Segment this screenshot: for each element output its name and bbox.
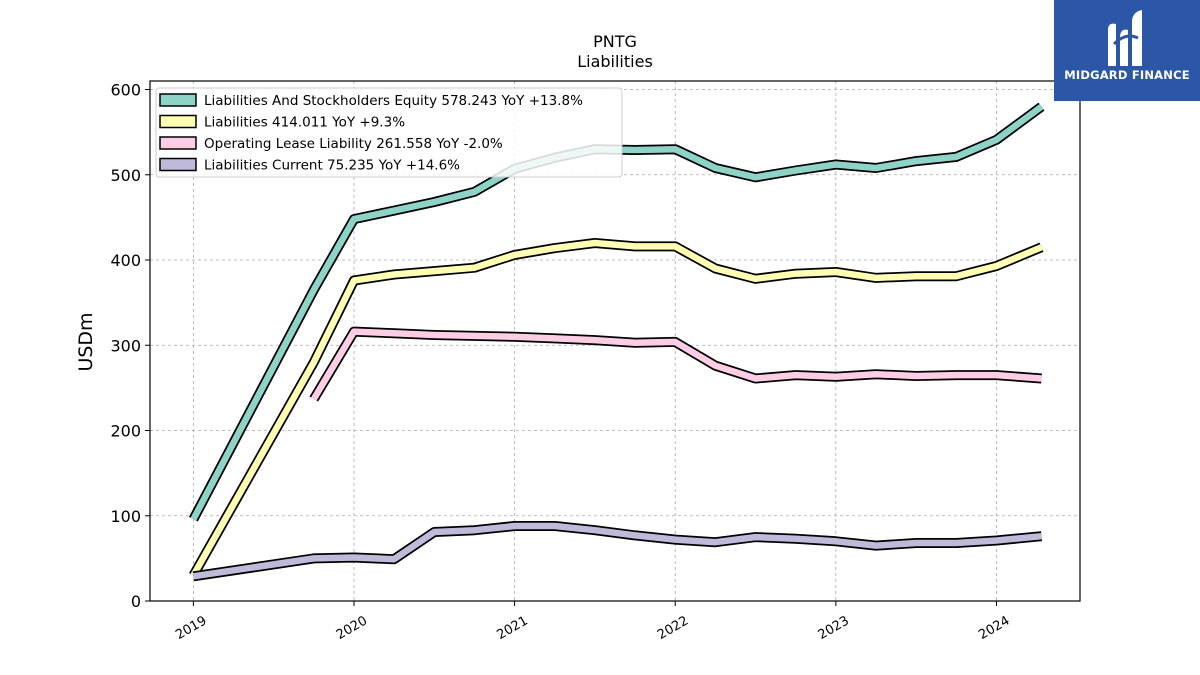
y-tick-label-100: 100 [110, 507, 141, 526]
series-line-4 [192, 522, 1042, 580]
legend-label-1: Liabilities And Stockholders Equity 578.… [204, 93, 583, 109]
x-tick-label-2024: 2024 [976, 613, 1012, 643]
y-tick-label-0: 0 [131, 592, 141, 611]
x-tick-label-2023: 2023 [816, 613, 852, 643]
legend-swatch-2 [159, 114, 197, 129]
series-outline-2 [189, 238, 1044, 578]
legend-swatch-4 [159, 157, 197, 172]
y-tick-label-600: 600 [110, 81, 141, 100]
x-tick-label-2022: 2022 [655, 613, 691, 643]
legend-box [155, 87, 623, 178]
midgard-m-logo-icon [1108, 10, 1142, 67]
legend: Liabilities And Stockholders Equity 578.… [155, 87, 623, 178]
series-layer [188, 102, 1045, 582]
series-line-1 [190, 103, 1044, 521]
chart-title: PNTG [593, 32, 637, 51]
series-line-2 [190, 239, 1043, 577]
y-tick-label-200: 200 [110, 422, 141, 441]
series-line-3 [311, 328, 1042, 401]
x-tick-label-2019: 2019 [173, 613, 209, 643]
legend-swatch-3 [159, 136, 197, 150]
logo-text: MIDGARD FINANCE [1064, 68, 1190, 82]
y-tick-label-400: 400 [110, 251, 141, 270]
x-tick-label-2021: 2021 [494, 613, 530, 643]
y-tick-label-500: 500 [110, 166, 141, 185]
x-tick-label-2020: 2020 [334, 613, 370, 643]
midgard-finance-logo: MIDGARD FINANCE [1054, 0, 1200, 101]
y-axis-label: USDm [75, 312, 97, 371]
legend-label-2: Liabilities 414.011 YoY +9.3% [204, 115, 405, 131]
plot-frame [149, 80, 1081, 602]
legend-swatch-1 [159, 93, 197, 107]
y-tick-label-300: 300 [110, 336, 141, 355]
chart-subtitle: Liabilities [577, 52, 653, 71]
legend-label-3: Operating Lease Liability 261.558 YoY -2… [204, 136, 503, 152]
legend-label-4: Liabilities Current 75.235 YoY +14.6% [204, 158, 460, 174]
